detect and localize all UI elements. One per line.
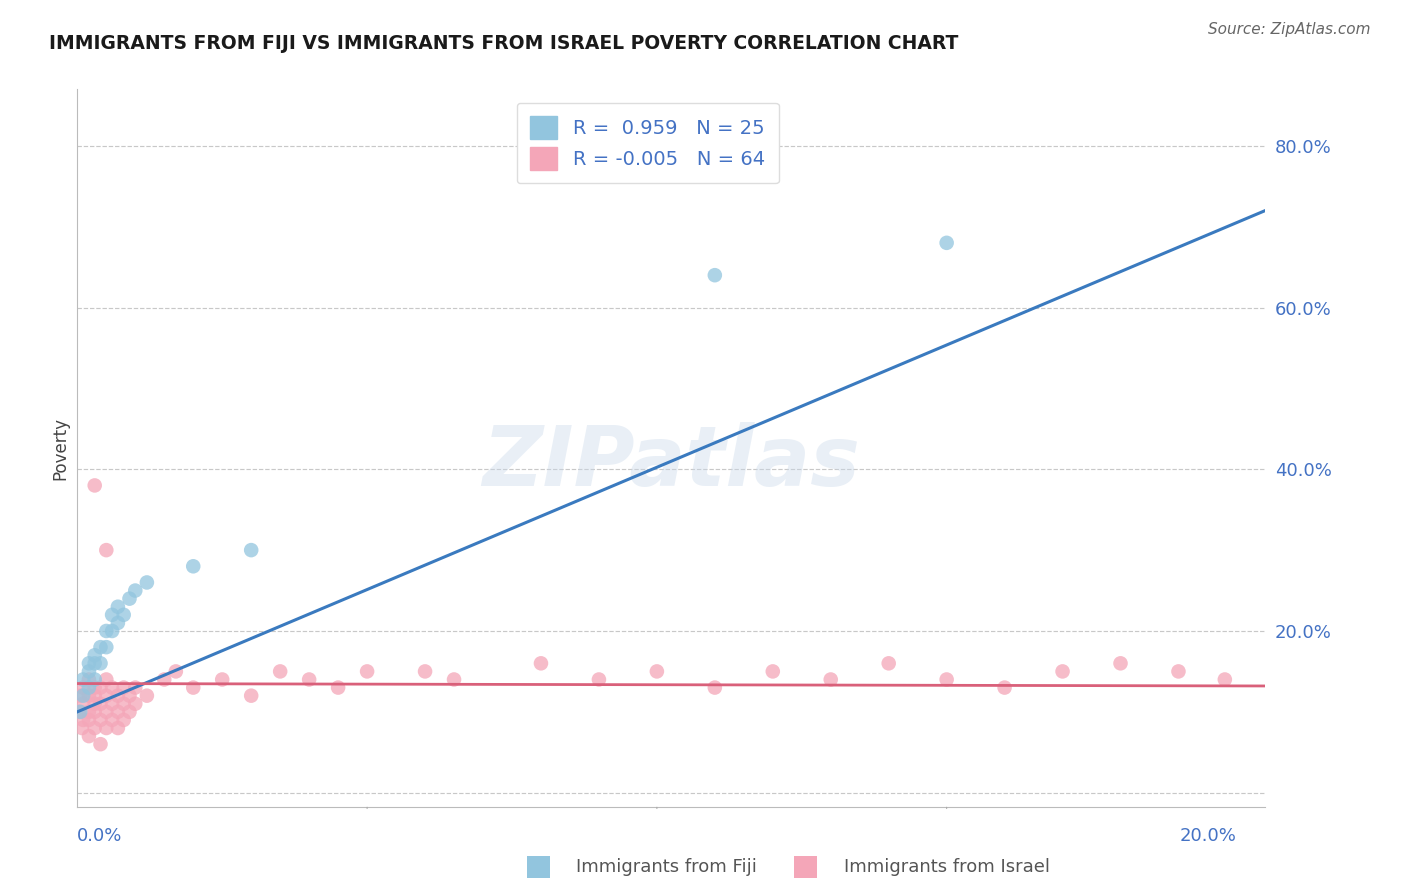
Point: [877, 657, 900, 671]
Point: [298, 673, 321, 687]
Point: [135, 575, 157, 590]
Point: [77, 673, 100, 687]
Point: [124, 583, 146, 598]
Point: [77, 705, 100, 719]
Point: [240, 543, 263, 558]
Point: [107, 599, 129, 614]
Text: Immigrants from Israel: Immigrants from Israel: [844, 858, 1050, 876]
Point: [96, 689, 118, 703]
Point: [96, 640, 118, 655]
Point: [107, 689, 129, 703]
Point: [83, 673, 105, 687]
Point: [101, 713, 124, 727]
Text: ZIPatlas: ZIPatlas: [482, 422, 860, 503]
Point: [72, 697, 94, 711]
Point: [77, 681, 100, 695]
Point: [703, 268, 725, 283]
Point: [153, 673, 176, 687]
Point: [645, 665, 668, 679]
Point: [124, 681, 146, 695]
Point: [703, 681, 725, 695]
Point: [118, 591, 141, 606]
Point: [96, 673, 118, 687]
Point: [69, 689, 91, 703]
Point: [83, 705, 105, 719]
Y-axis label: Poverty: Poverty: [51, 417, 69, 480]
Point: [77, 665, 100, 679]
Point: [101, 697, 124, 711]
Point: [1167, 665, 1189, 679]
Point: [118, 689, 141, 703]
Point: [72, 673, 94, 687]
Point: [135, 689, 157, 703]
Point: [107, 705, 129, 719]
Point: [124, 697, 146, 711]
Point: [935, 235, 957, 250]
Point: [89, 713, 111, 727]
Point: [107, 721, 129, 735]
Point: [101, 607, 124, 622]
Point: [530, 657, 553, 671]
Point: [77, 657, 100, 671]
Point: [994, 681, 1017, 695]
Point: [83, 697, 105, 711]
Point: [165, 665, 187, 679]
Point: [89, 640, 111, 655]
Point: [83, 657, 105, 671]
Point: [83, 681, 105, 695]
Text: 20.0%: 20.0%: [1180, 828, 1236, 846]
Point: [101, 624, 124, 638]
Point: [89, 697, 111, 711]
Point: [112, 607, 135, 622]
Point: [96, 705, 118, 719]
Point: [96, 624, 118, 638]
Point: [77, 729, 100, 743]
Text: Source: ZipAtlas.com: Source: ZipAtlas.com: [1208, 22, 1371, 37]
Point: [1052, 665, 1074, 679]
Point: [96, 721, 118, 735]
Point: [89, 681, 111, 695]
Point: [107, 615, 129, 630]
Legend: R =  0.959   N = 25, R = -0.005   N = 64: R = 0.959 N = 25, R = -0.005 N = 64: [516, 103, 779, 184]
Text: IMMIGRANTS FROM FIJI VS IMMIGRANTS FROM ISRAEL POVERTY CORRELATION CHART: IMMIGRANTS FROM FIJI VS IMMIGRANTS FROM …: [49, 34, 959, 53]
Point: [83, 721, 105, 735]
Point: [67, 705, 90, 719]
Point: [211, 673, 233, 687]
Point: [89, 737, 111, 751]
Point: [935, 673, 957, 687]
Point: [181, 559, 204, 574]
Point: [326, 681, 349, 695]
Point: [77, 713, 100, 727]
Point: [69, 705, 91, 719]
Point: [83, 689, 105, 703]
Point: [72, 689, 94, 703]
Point: [413, 665, 436, 679]
Point: [72, 713, 94, 727]
Point: [820, 673, 842, 687]
Point: [588, 673, 610, 687]
Point: [181, 681, 204, 695]
Point: [83, 478, 105, 492]
Point: [83, 648, 105, 663]
Point: [70, 721, 93, 735]
Point: [1213, 673, 1236, 687]
Text: 0.0%: 0.0%: [77, 828, 122, 846]
Point: [443, 673, 465, 687]
Point: [77, 689, 100, 703]
Point: [89, 657, 111, 671]
Text: Immigrants from Fiji: Immigrants from Fiji: [576, 858, 758, 876]
Point: [72, 681, 94, 695]
Point: [112, 713, 135, 727]
Point: [356, 665, 378, 679]
Point: [112, 681, 135, 695]
Point: [118, 705, 141, 719]
Point: [240, 689, 263, 703]
Point: [762, 665, 785, 679]
Point: [269, 665, 291, 679]
Point: [112, 697, 135, 711]
Point: [101, 681, 124, 695]
Point: [1109, 657, 1132, 671]
Point: [96, 543, 118, 558]
